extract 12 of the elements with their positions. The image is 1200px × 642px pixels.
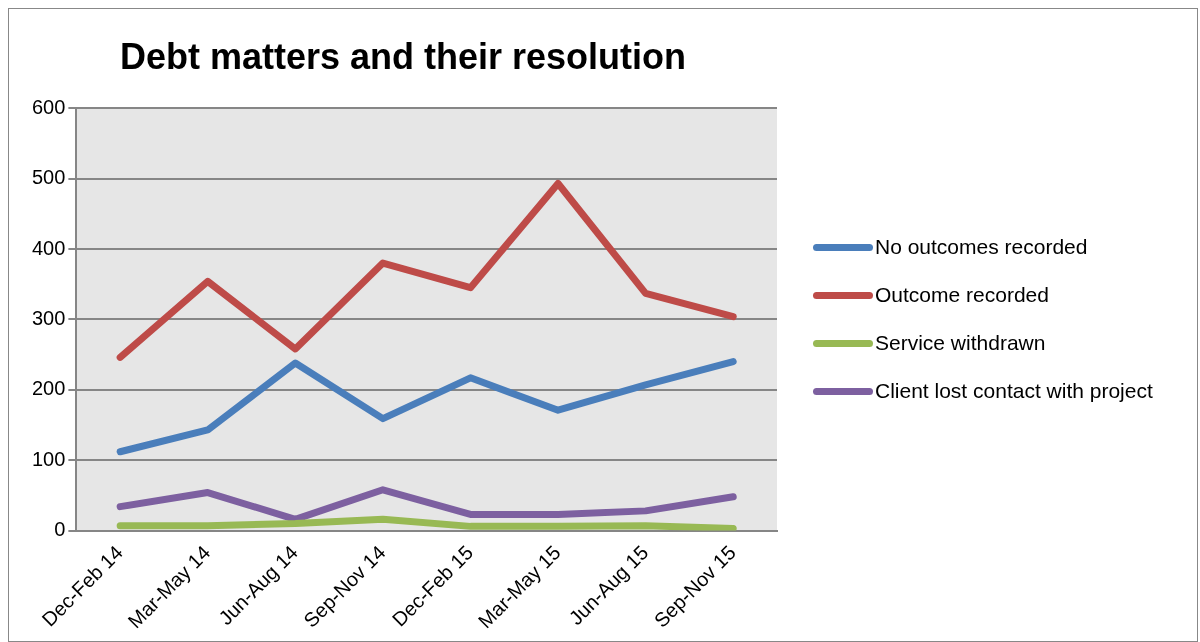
y-tick-label: 300 (31, 306, 66, 329)
legend-label: Client lost contact with project (875, 379, 1153, 404)
y-tick-label: 200 (31, 377, 66, 400)
legend-label: Service withdrawn (875, 331, 1046, 356)
chart-title: Debt matters and their resolution (119, 35, 687, 77)
y-tick-label: 0 (54, 518, 66, 541)
legend-label: Outcome recorded (875, 283, 1049, 308)
y-tick-label: 100 (31, 447, 66, 470)
y-tick-label: 400 (31, 236, 66, 259)
y-tick-label: 600 (31, 95, 66, 118)
legend-label: No outcomes recorded (875, 235, 1088, 260)
y-tick-label: 500 (31, 166, 66, 189)
